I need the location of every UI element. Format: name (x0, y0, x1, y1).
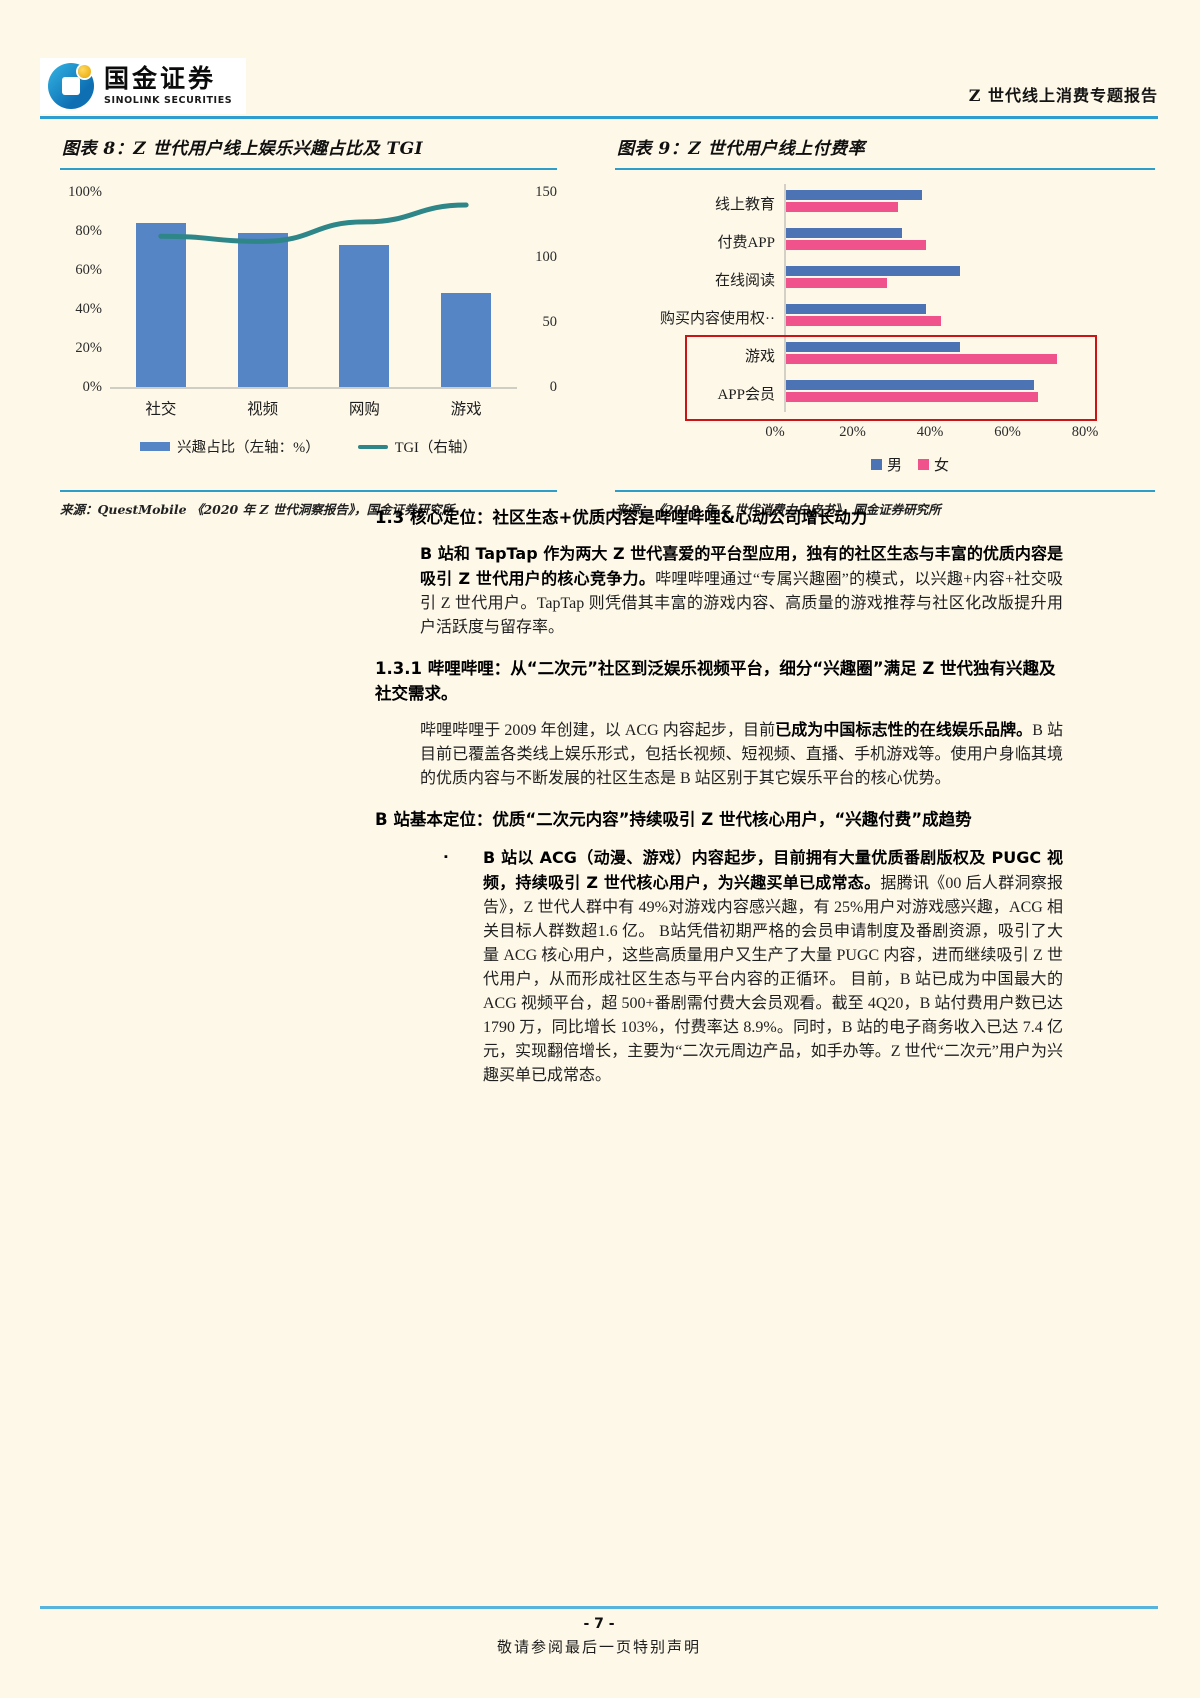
figure-8-category-labels: 社交 视频 网购 游戏 (145, 401, 482, 418)
paragraph-2-pre: 哔哩哔哩于 2009 年创建，以 ACG 内容起步，目前 (420, 722, 776, 739)
bullet-bold: B 站以 ACG（动漫、游戏）内容起步，目前拥有大量优质番剧版权及 PUGC 视… (483, 848, 1063, 892)
footer-disclaimer: 敬请参阅最后一页特别声明 (496, 1640, 701, 1656)
company-logo: 国金证券 SINOLINK SECURITIES (40, 58, 247, 114)
figure-8-plot-area (110, 192, 517, 389)
paragraph-1: B 站和 TapTap 作为两大 Z 世代喜爱的平台型应用，独有的社区生态与丰富… (420, 542, 1063, 640)
bar-swatch-icon (140, 442, 171, 451)
b-station-positioning-heading: B 站基本定位：优质“二次元内容”持续吸引 Z 世代核心用户，“兴趣付费”成趋势 (375, 810, 972, 829)
section-1-3-1-heading: 1.3.1 哔哩哔哩：从“二次元”社区到泛娱乐视频平台，细分“兴趣圈”满足 Z … (375, 659, 1056, 703)
paragraph-1-rest: 哔哩哔哩通过“专属兴趣圈”的模式，以兴趣+内容+社交吸引 Z 世代用户。TapT… (420, 571, 1063, 636)
figure-8-tgi-line (158, 202, 469, 244)
paragraph-2-rest: B 站目前已覆盖各类线上娱乐形式，包括长视频、短视频、直播、手机游戏等。使用户身… (420, 722, 1063, 787)
figure-8: 图表 8：Z 世代用户线上娱乐兴趣占比及 TGI 社交 视频 网购 游戏 兴趣占比（左… (60, 132, 557, 518)
highlight-box (685, 335, 1097, 421)
paragraph-2-bold: 已成为中国标志性的在线娱乐品牌。 (775, 720, 1033, 739)
logo-text-zh: 国金证券 (104, 64, 217, 94)
line-swatch-icon (357, 444, 388, 449)
paragraph-1-bold: B 站和 TapTap 作为两大 Z 世代喜爱的平台型应用，独有的社区生态与丰富… (420, 544, 1063, 588)
bullet-item: ▪ B 站以 ACG（动漫、游戏）内容起步，目前拥有大量优质番剧版权及 PUGC… (444, 846, 1063, 1088)
figure-9-rows: 线上教育 付费APP 在线阅读 购买内容使用权·· 游戏 APP会员 (615, 184, 1155, 412)
figure-8-chart: 社交 视频 网购 游戏 兴趣占比（左轴：%） TGI（右轴） 0% 20% 40% 60% 8… (60, 178, 557, 488)
figure-9-source: 来源：《2019 年 Z 世代消费力白皮书》，国金证券研究所 (615, 490, 1155, 518)
figure-9-legend: 男女 (710, 454, 1110, 475)
section-1-3-heading: 1.3 核心定位：社区生态+优质内容是哔哩哔哩&心动公司增长动力 (375, 508, 868, 527)
legend-label: TGI（右轴） (394, 440, 477, 456)
paragraph-2: 哔哩哔哩于 2009 年创建，以 ACG 内容起步，目前已成为中国标志性的在线娱… (420, 718, 1063, 791)
body-content: 1.3 核心定位：社区生态+优质内容是哔哩哔哩&心动公司增长动力 B 站和 Ta… (375, 505, 1063, 1088)
report-title: Z 世代线上消费专题报告 (968, 86, 1158, 105)
figure-8-source: 来源：QuestMobile 《2020 年 Z 世代洞察报告》，国金证券研究所 (60, 490, 557, 518)
page-footer: - 7 - 敬请参阅最后一页特别声明 (40, 1606, 1158, 1657)
figure-9: 图表 9：Z 世代用户线上付费率 线上教育 付费APP 在线阅读 购买内容使用权·· 游… (615, 132, 1155, 518)
bullet-square-icon: ▪ (444, 851, 448, 863)
page-number: - 7 - (583, 1616, 615, 1632)
legend-label: 兴趣占比（左轴：%） (177, 440, 320, 456)
figure-9-x-axis: 0% 20% 40% 60% 80% (765, 424, 1099, 440)
bullet-text: B 站以 ACG（动漫、游戏）内容起步，目前拥有大量优质番剧版权及 PUGC 视… (483, 846, 1063, 1088)
figure-8-title: 图表 8：Z 世代用户线上娱乐兴趣占比及 TGI (60, 132, 557, 170)
figures-row: 图表 8：Z 世代用户线上娱乐兴趣占比及 TGI 社交 视频 网购 游戏 兴趣占比（左… (60, 132, 1155, 518)
figure-8-legend: 兴趣占比（左轴：%） TGI（右轴） (60, 436, 557, 457)
figure-9-title: 图表 9：Z 世代用户线上付费率 (615, 132, 1155, 170)
legend-item-bar: 兴趣占比（左轴：%） (140, 436, 320, 457)
legend-item-line: TGI（右轴） (357, 436, 477, 457)
figure-8-bars (110, 192, 517, 387)
sinolink-logo-icon (48, 63, 94, 109)
page-header: 国金证券 SINOLINK SECURITIES Z 世代线上消费专题报告 (40, 52, 1158, 119)
bullet-rest: 据腾讯《00 后人群洞察报告》，Z 世代人群中有 49%对游戏内容感兴趣，有 2… (483, 875, 1063, 1084)
logo-text-en: SINOLINK SECURITIES (104, 94, 233, 106)
figure-9-chart: 线上教育 付费APP 在线阅读 购买内容使用权·· 游戏 APP会员 0% 20% 40% 60… (615, 178, 1155, 488)
